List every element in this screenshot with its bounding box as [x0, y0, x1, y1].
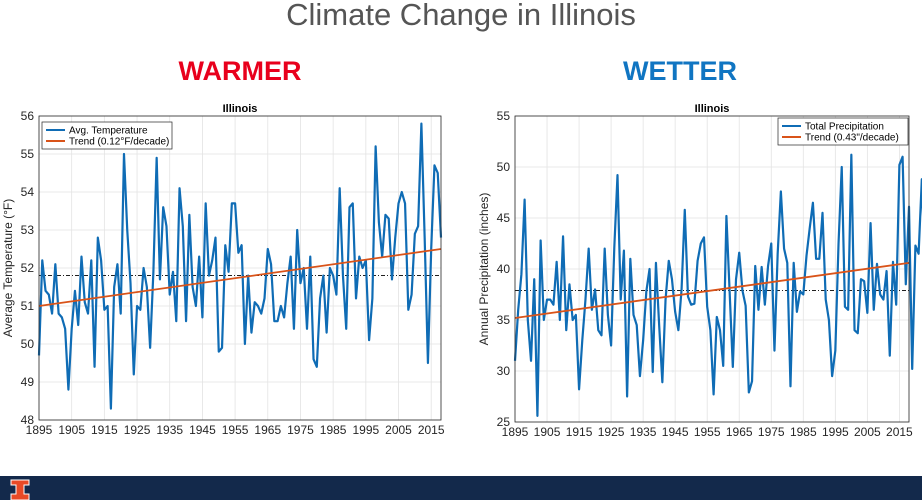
legend-label: Trend (0.43"/decade): [805, 133, 899, 144]
x-tick-label: 2005: [854, 425, 881, 439]
x-tick-label: 1935: [156, 423, 183, 437]
y-tick-label: 49: [21, 375, 35, 389]
x-tick-label: 2005: [385, 423, 412, 437]
x-tick-label: 1965: [254, 423, 281, 437]
y-tick-label: 51: [21, 299, 35, 313]
x-tick-label: 1895: [502, 425, 529, 439]
y-tick-label: 40: [497, 262, 511, 276]
y-tick-label: 50: [21, 337, 35, 351]
y-tick-label: 25: [497, 415, 511, 429]
x-tick-label: 1945: [189, 423, 216, 437]
x-tick-label: 2015: [886, 425, 913, 439]
y-tick-label: 45: [497, 211, 511, 225]
legend-label: Avg. Temperature: [69, 126, 148, 137]
series-line-trend: [38, 248, 442, 307]
x-tick-label: 1915: [566, 425, 593, 439]
y-tick-label: 55: [497, 109, 511, 123]
y-tick-label: 54: [21, 185, 35, 199]
x-tick-label: 1955: [694, 425, 721, 439]
chart-title: Illinois: [223, 103, 258, 115]
legend-box: [777, 117, 909, 146]
warmer-heading: WARMER: [178, 56, 302, 86]
y-tick-label: 55: [21, 147, 35, 161]
y-axis-label: Average Temperature (°F): [1, 199, 15, 337]
axes-box: [514, 115, 910, 423]
series-line-observed: [513, 153, 922, 417]
x-tick-label: 1995: [352, 423, 379, 437]
footer-bar: [0, 476, 922, 500]
y-tick-label: 30: [497, 364, 511, 378]
x-tick-label: 1955: [222, 423, 249, 437]
precipitation-chart: 1895 1905 1915 1925 1935 1945 1955 1965 1975 1985…: [478, 103, 922, 439]
x-tick-label: 1985: [320, 423, 347, 437]
legend-label: Total Precipitation: [805, 122, 884, 133]
x-tick-label: 1895: [26, 423, 53, 437]
y-tick-label: 52: [21, 261, 35, 275]
legend-label: Trend (0.12°F/decade): [69, 137, 169, 148]
x-tick-label: 2015: [418, 423, 445, 437]
x-tick-label: 1965: [726, 425, 753, 439]
y-axis-label: Annual Precipitation (inches): [478, 193, 491, 346]
page-title: Climate Change in Illinois: [286, 0, 636, 32]
series-line-observed: [37, 122, 443, 410]
x-tick-label: 1945: [662, 425, 689, 439]
y-tick-label: 53: [21, 223, 35, 237]
x-tick-label: 1925: [598, 425, 625, 439]
y-tick-label: 50: [497, 160, 511, 174]
y-tick-label: 35: [497, 313, 511, 327]
x-tick-label: 1905: [534, 425, 561, 439]
block-i-logo-icon: [10, 479, 30, 500]
chart-title: Illinois: [695, 103, 730, 115]
y-tick-label: 48: [21, 413, 35, 427]
x-tick-label: 1985: [790, 425, 817, 439]
x-tick-label: 1995: [822, 425, 849, 439]
series-line-trend: [514, 261, 910, 319]
legend-box: [41, 121, 173, 150]
temperature-chart: 1895 1905 1915 1925 1935 1945 1955 1965 1975 1985…: [1, 103, 445, 437]
x-tick-label: 1935: [630, 425, 657, 439]
x-tick-label: 1975: [287, 423, 314, 437]
x-tick-label: 1915: [91, 423, 118, 437]
x-tick-label: 1975: [758, 425, 785, 439]
x-tick-label: 1925: [124, 423, 151, 437]
wetter-heading: WETTER: [623, 56, 737, 86]
x-tick-label: 1905: [58, 423, 85, 437]
y-tick-label: 56: [21, 109, 35, 123]
axes-box: [38, 115, 442, 421]
